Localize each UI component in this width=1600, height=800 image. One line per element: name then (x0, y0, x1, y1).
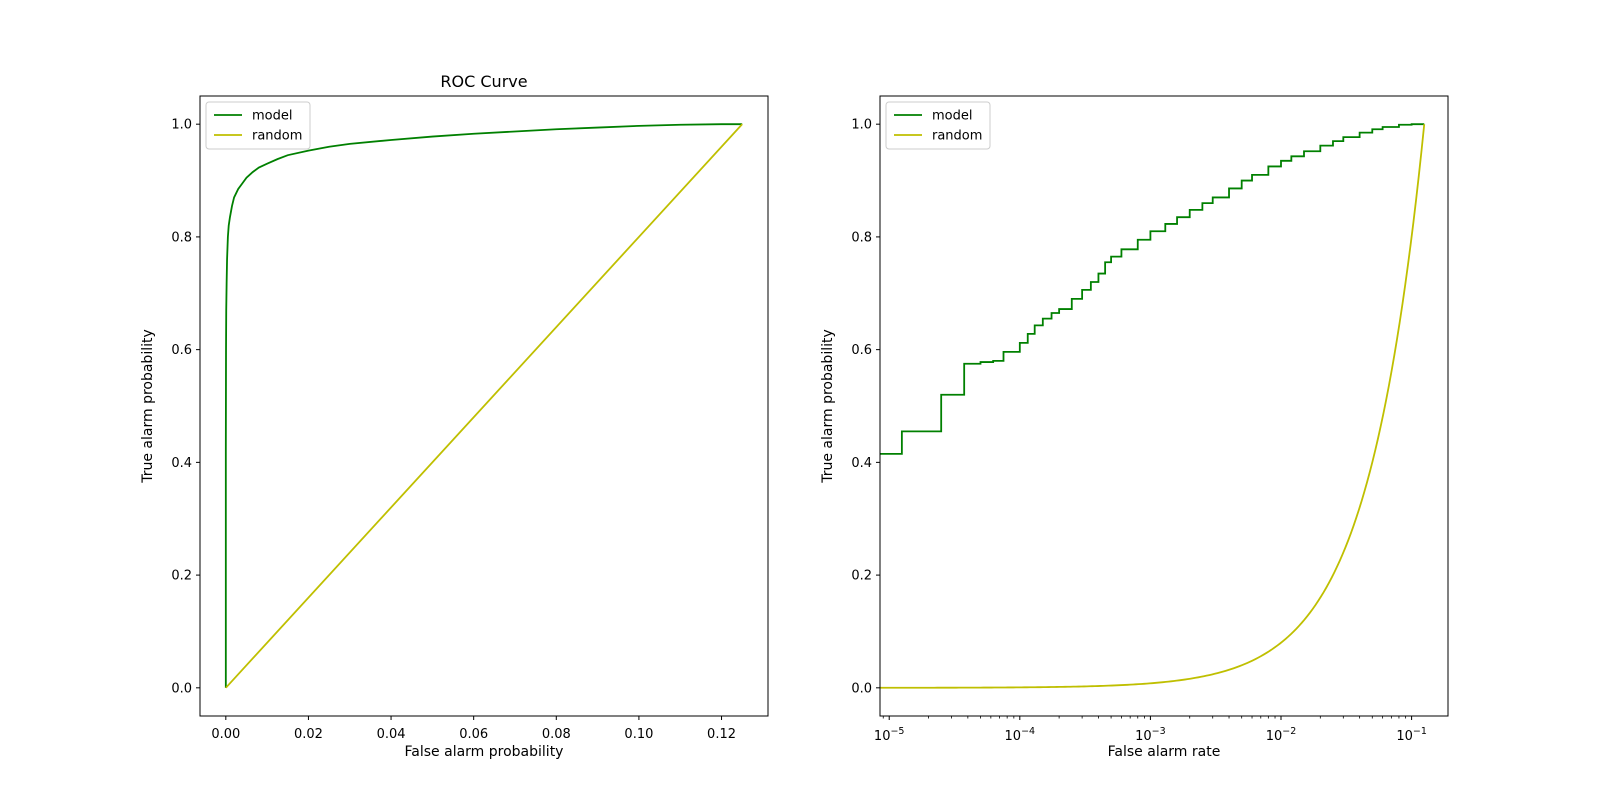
legend-box (205, 101, 311, 150)
x-axis-label: False alarm rate (1108, 744, 1221, 760)
series-line-model (880, 123, 1425, 455)
x-tick-label: 10−3 (1135, 726, 1166, 744)
y-tick-label: 1.0 (851, 118, 872, 133)
x-tick-label: 10−4 (1005, 726, 1036, 744)
series-group (224, 123, 743, 689)
roc-linear-panel: 0.0 0.2 0.4 0.6 0.8 1.0 0.00 0.02 0.04 0.06 0.08 0.… (140, 72, 769, 760)
series-line-random (225, 123, 743, 689)
x-tick-label: 0.12 (707, 727, 736, 742)
legend: model random (205, 101, 311, 150)
y-tick-label: 0.4 (851, 456, 872, 471)
x-tick-label: 0.02 (294, 727, 323, 742)
y-tick-label: 0.8 (851, 230, 872, 245)
y-axis-label: True alarm probability (820, 329, 836, 484)
x-tick-label: 0.06 (459, 727, 488, 742)
series-group (880, 123, 1426, 689)
x-tick-label: 10−5 (874, 726, 905, 744)
x-tick-label: 0.08 (542, 727, 571, 742)
x-tick-label: 10−2 (1266, 726, 1297, 744)
y-axis-label: True alarm probability (140, 329, 156, 484)
y-tick-label: 0.0 (851, 681, 872, 696)
y-tick-label: 1.0 (171, 118, 192, 133)
y-tick-label: 0.6 (171, 343, 192, 358)
x-tick-label: 0.10 (624, 727, 653, 742)
legend-label-random: random (932, 129, 982, 144)
legend-label-model: model (252, 109, 292, 124)
roc-log-panel: 0.0 0.2 0.4 0.6 0.8 1.0 10−5 10−4 10−3 10−2 10−1 Fa… (820, 95, 1449, 760)
x-axis-label: False alarm probability (405, 744, 564, 760)
series-line-model (224, 123, 743, 688)
legend-box (885, 101, 991, 150)
legend-label-model: model (932, 109, 972, 124)
y-tick-label: 0.2 (171, 569, 192, 584)
y-tick-label: 0.2 (851, 569, 872, 584)
x-tick-label: 0.04 (377, 727, 406, 742)
plot-frame (879, 95, 1449, 717)
x-tick-label: 10−1 (1396, 726, 1427, 744)
y-tick-label: 0.0 (171, 681, 192, 696)
chart-title: ROC Curve (440, 72, 527, 91)
y-tick-label: 0.6 (851, 343, 872, 358)
legend-label-random: random (252, 129, 302, 144)
legend: model random (885, 101, 991, 150)
x-tick-label: 0.00 (211, 727, 240, 742)
y-tick-label: 0.4 (171, 456, 192, 471)
plot-frame (199, 95, 769, 717)
series-line-random (880, 124, 1426, 689)
y-tick-label: 0.8 (171, 230, 192, 245)
